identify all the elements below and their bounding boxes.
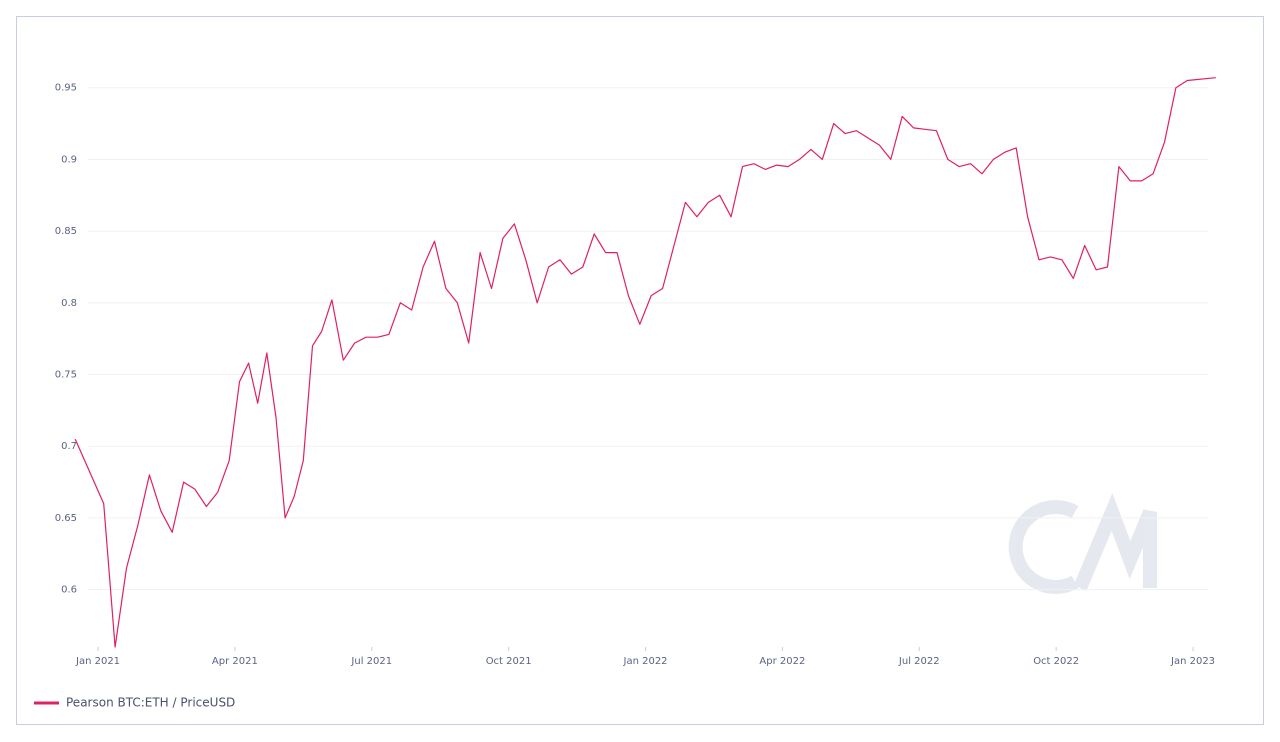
x-tick-label: Apr 2022 — [759, 656, 805, 667]
x-tick-label: Jan 2023 — [1170, 656, 1215, 667]
y-tick-label: 0.75 — [55, 370, 77, 381]
x-tick-label: Jan 2021 — [75, 656, 120, 667]
x-tick-label: Oct 2021 — [486, 656, 532, 667]
legend-label: Pearson BTC:ETH / PriceUSD — [66, 696, 235, 710]
y-tick-label: 0.7 — [61, 441, 77, 452]
watermark — [1008, 493, 1157, 594]
y-tick-label: 0.85 — [55, 226, 77, 237]
y-tick-label: 0.6 — [61, 585, 77, 596]
x-tick-label: Apr 2021 — [212, 656, 258, 667]
y-tick-label: 0.8 — [61, 298, 77, 309]
x-tick-label: Oct 2022 — [1033, 656, 1079, 667]
data-line — [74, 77, 1216, 648]
x-tick-label: Jul 2022 — [898, 656, 940, 667]
x-tick-label: Jan 2022 — [623, 656, 668, 667]
y-tick-label: 0.65 — [55, 513, 77, 524]
y-tick-label: 0.95 — [55, 83, 77, 94]
y-tick-label: 0.9 — [61, 154, 77, 165]
x-tick-label: Jul 2021 — [350, 656, 392, 667]
chart-frame — [16, 16, 1264, 725]
